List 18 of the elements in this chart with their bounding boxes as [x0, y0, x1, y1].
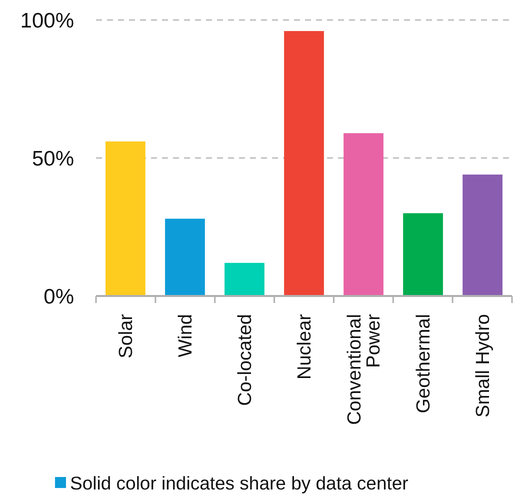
bar [106, 141, 146, 296]
legend-label: Solid color indicates share by data center [70, 472, 408, 494]
bar [462, 174, 502, 296]
x-tick-label: Geothermal [414, 314, 435, 414]
y-tick-label: 0% [44, 285, 74, 308]
bar [165, 218, 205, 296]
x-tick-label: Wind [176, 314, 197, 358]
y-tick-label: 100% [20, 9, 74, 32]
bar [224, 262, 264, 296]
x-tick-label: Solar [116, 313, 138, 358]
x-tick-label: Small Hydro [473, 314, 494, 418]
x-tick-label: Nuclear [294, 313, 316, 380]
x-tick-label: Co-located [235, 314, 256, 406]
bar [284, 31, 324, 296]
x-tick-label: Conventional Power [344, 313, 385, 425]
y-tick-label: 50% [32, 147, 74, 170]
bar [403, 213, 443, 296]
bar [344, 133, 384, 296]
